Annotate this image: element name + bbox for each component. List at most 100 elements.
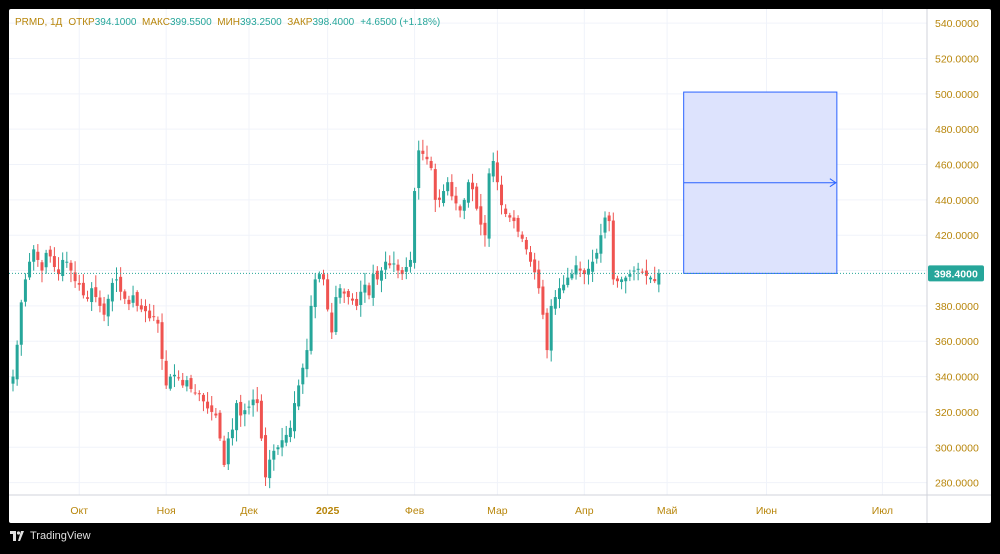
forecast-arrow-head	[829, 178, 837, 188]
candle-body	[44, 252, 48, 268]
candle-body	[334, 297, 338, 333]
candle-body	[516, 217, 520, 232]
candle-body	[201, 394, 205, 402]
candle-body	[94, 287, 98, 298]
candle-body	[570, 274, 574, 279]
candle-body	[69, 262, 73, 271]
candle-body	[313, 279, 317, 308]
candle-body	[230, 429, 234, 439]
candle-body	[657, 273, 661, 285]
candle-body	[172, 374, 176, 377]
candle-body	[338, 288, 342, 298]
candle-body	[586, 268, 590, 275]
close-label: ЗАКР	[287, 17, 313, 28]
x-tick-label: 2025	[316, 505, 340, 517]
candle-body	[40, 262, 44, 271]
candle-body	[131, 295, 135, 303]
candle-body	[28, 261, 32, 278]
y-tick-label: 320.0000	[935, 407, 979, 419]
candle-body	[458, 206, 462, 211]
y-tick-label: 360.0000	[935, 336, 979, 348]
candle-body	[73, 272, 77, 282]
candle-body	[425, 156, 429, 160]
candle-body	[288, 427, 292, 438]
candle-body	[168, 376, 172, 389]
candle-body	[359, 291, 363, 305]
candle-body	[36, 251, 40, 260]
candle-body	[143, 305, 147, 312]
x-tick-label: Июн	[756, 505, 777, 517]
candle-body	[545, 312, 549, 351]
candle-body	[243, 410, 247, 415]
candle-body	[591, 261, 595, 272]
candle-body	[259, 400, 263, 439]
candle-body	[322, 274, 325, 280]
candle-body	[421, 150, 425, 154]
candle-body	[102, 303, 106, 315]
change-value: +4.6500 (+1.18%)	[360, 17, 441, 28]
x-tick-label: Фев	[405, 505, 425, 517]
candle-body	[148, 310, 152, 319]
candle-body	[235, 403, 239, 431]
candle-body	[603, 217, 607, 233]
chart-area[interactable]: PRMD, 1Д ОТКР394.1000 МАКС399.5500 МИН393…	[9, 9, 991, 523]
candle-body	[326, 279, 330, 310]
candle-body	[442, 191, 446, 204]
candle-body	[429, 161, 433, 169]
candle-body	[106, 298, 110, 317]
candle-body	[404, 267, 408, 272]
candle-body	[553, 297, 557, 309]
candle-body	[23, 279, 27, 302]
candle-body	[454, 195, 458, 204]
candle-body	[65, 261, 69, 263]
close-value: 398.4000	[312, 17, 355, 28]
candle-body	[628, 274, 632, 277]
candle-body	[350, 298, 354, 301]
x-tick-label: Дек	[240, 505, 258, 517]
candle-body	[520, 234, 524, 239]
candle-body	[379, 270, 383, 281]
y-tick-label: 520.0000	[935, 53, 979, 65]
candle-body	[135, 292, 139, 306]
candle-body	[640, 271, 644, 273]
candle-body	[276, 447, 280, 450]
candle-body	[61, 259, 65, 276]
candle-body	[371, 274, 375, 298]
y-tick-label: 540.0000	[935, 18, 979, 30]
x-tick-label: Май	[657, 505, 678, 517]
y-tick-label: 480.0000	[935, 124, 979, 136]
price-chart[interactable]: 540.0000 520.0000 500.0000 480.0000 460.0000…	[9, 9, 991, 523]
candle-body	[156, 319, 160, 324]
candle-body	[193, 392, 197, 394]
candle-body	[471, 182, 475, 190]
x-tick-label: Мар	[487, 505, 508, 517]
candle-body	[81, 282, 85, 296]
candle-body	[115, 279, 118, 281]
candle-body	[620, 279, 624, 283]
y-tick-label: 420.0000	[935, 230, 979, 242]
candle-body	[272, 450, 276, 460]
x-tick-label: Окт	[70, 505, 88, 517]
candle-body	[437, 197, 441, 200]
candle-body	[139, 305, 143, 310]
candle-body	[504, 208, 508, 215]
brand-label[interactable]: TradingView	[30, 530, 91, 542]
candle-body	[32, 249, 36, 262]
candle-body	[218, 412, 222, 439]
low-value: 393.2500	[239, 17, 282, 28]
candle-body	[595, 252, 599, 259]
candle-body	[181, 379, 185, 386]
y-tick-label: 380.0000	[935, 301, 979, 313]
candle-body	[363, 284, 367, 293]
candle-body	[508, 215, 512, 218]
candle-body	[433, 169, 437, 200]
candle-body	[400, 270, 404, 275]
candle-body	[408, 259, 412, 267]
candle-body	[450, 182, 454, 197]
candle-body	[177, 377, 181, 379]
candle-body	[611, 220, 615, 280]
symbol-label[interactable]: PRMD, 1Д	[15, 17, 63, 28]
candle-body	[11, 376, 15, 384]
candle-body	[549, 305, 553, 351]
